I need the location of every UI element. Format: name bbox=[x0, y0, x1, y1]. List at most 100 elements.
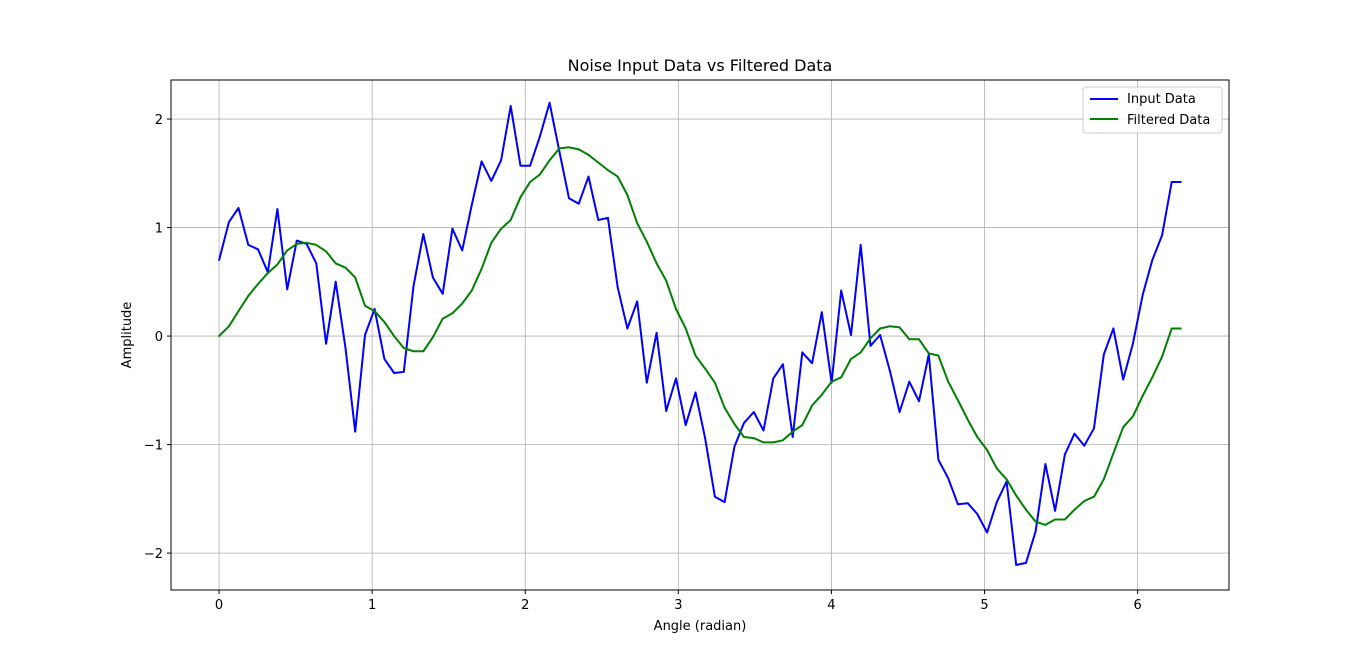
data-point bbox=[470, 203, 473, 206]
data-point bbox=[393, 335, 395, 337]
data-point bbox=[509, 219, 512, 221]
data-point bbox=[898, 411, 901, 413]
x-tick-label: 5 bbox=[980, 598, 988, 613]
data-point bbox=[1161, 355, 1163, 358]
data-point bbox=[276, 263, 279, 266]
data-point bbox=[568, 197, 570, 200]
data-point bbox=[840, 289, 843, 292]
data-point bbox=[228, 221, 230, 224]
data-point bbox=[782, 363, 784, 366]
legend: Input Data Filtered Data bbox=[1082, 86, 1223, 134]
data-point bbox=[325, 342, 327, 345]
data-point bbox=[694, 354, 697, 357]
data-point bbox=[461, 302, 464, 305]
data-point bbox=[441, 317, 444, 320]
data-point bbox=[645, 240, 648, 243]
data-point bbox=[325, 250, 327, 253]
data-point bbox=[1170, 181, 1173, 183]
data-point bbox=[587, 175, 590, 178]
x-tick-label: 1 bbox=[368, 598, 376, 613]
data-point bbox=[432, 336, 434, 339]
data-point bbox=[237, 207, 240, 209]
data-point bbox=[733, 423, 736, 425]
data-point bbox=[247, 244, 250, 246]
data-point bbox=[889, 369, 891, 372]
data-point bbox=[607, 216, 609, 219]
data-point bbox=[957, 503, 959, 506]
x-tick-label: 4 bbox=[827, 598, 835, 613]
data-point bbox=[723, 406, 726, 409]
data-point bbox=[568, 146, 570, 149]
data-point bbox=[675, 308, 677, 310]
data-point bbox=[257, 248, 259, 251]
data-point bbox=[286, 288, 289, 291]
data-point bbox=[228, 325, 230, 328]
data-point bbox=[402, 371, 405, 373]
data-point bbox=[1073, 508, 1076, 511]
data-point bbox=[218, 335, 221, 337]
data-point bbox=[820, 393, 823, 396]
data-point bbox=[305, 241, 308, 244]
data-point bbox=[675, 377, 677, 380]
data-point bbox=[529, 181, 531, 183]
data-point bbox=[587, 154, 590, 156]
data-point bbox=[354, 430, 357, 433]
data-point bbox=[937, 458, 940, 461]
data-point bbox=[869, 345, 872, 347]
data-point bbox=[558, 147, 561, 150]
data-point bbox=[743, 436, 745, 438]
data-point bbox=[461, 249, 464, 252]
series-lines bbox=[218, 101, 1182, 566]
data-point bbox=[743, 422, 745, 424]
data-point bbox=[519, 164, 522, 167]
data-point bbox=[373, 308, 376, 310]
data-point bbox=[801, 424, 804, 426]
axis-ticks: 0 1 2 3 4 5 6 −2 −1 0 1 2 bbox=[144, 113, 1142, 613]
data-point bbox=[684, 327, 687, 330]
data-point bbox=[723, 501, 726, 503]
data-point bbox=[791, 436, 794, 438]
data-point bbox=[1112, 452, 1115, 455]
data-point bbox=[1122, 426, 1125, 429]
data-point bbox=[295, 239, 298, 242]
data-point bbox=[412, 285, 415, 288]
data-point bbox=[597, 219, 600, 221]
data-point bbox=[636, 300, 639, 303]
data-point bbox=[947, 380, 950, 383]
data-point bbox=[850, 334, 852, 336]
data-point bbox=[490, 180, 493, 182]
data-point bbox=[1141, 394, 1144, 397]
data-point bbox=[373, 310, 376, 312]
data-point bbox=[957, 399, 959, 401]
data-point bbox=[1044, 524, 1047, 526]
y-tick-label: −2 bbox=[144, 547, 163, 562]
series-filtered-data bbox=[218, 146, 1182, 526]
data-point bbox=[1064, 518, 1066, 521]
series-line-input-data bbox=[218, 101, 1181, 566]
data-point bbox=[519, 196, 522, 199]
data-point bbox=[218, 259, 221, 261]
data-point bbox=[1034, 530, 1037, 533]
y-tick-label: 2 bbox=[155, 113, 163, 128]
data-point bbox=[276, 208, 279, 211]
data-point bbox=[1180, 327, 1182, 330]
data-point bbox=[1102, 353, 1105, 356]
data-point bbox=[344, 347, 347, 349]
data-point bbox=[383, 321, 386, 323]
data-point bbox=[1054, 518, 1056, 521]
data-point bbox=[879, 327, 881, 330]
data-point bbox=[1083, 500, 1086, 502]
data-point bbox=[1112, 327, 1115, 330]
data-point bbox=[577, 202, 580, 205]
x-tick-label: 2 bbox=[521, 598, 529, 613]
data-point bbox=[918, 400, 920, 403]
data-point bbox=[597, 161, 600, 164]
data-point bbox=[626, 194, 629, 196]
series-input-data bbox=[218, 101, 1182, 566]
data-point bbox=[995, 467, 998, 470]
data-point bbox=[1025, 562, 1027, 564]
data-point bbox=[383, 358, 386, 360]
data-point bbox=[665, 279, 668, 282]
data-point bbox=[1151, 376, 1154, 379]
data-point bbox=[714, 495, 716, 498]
